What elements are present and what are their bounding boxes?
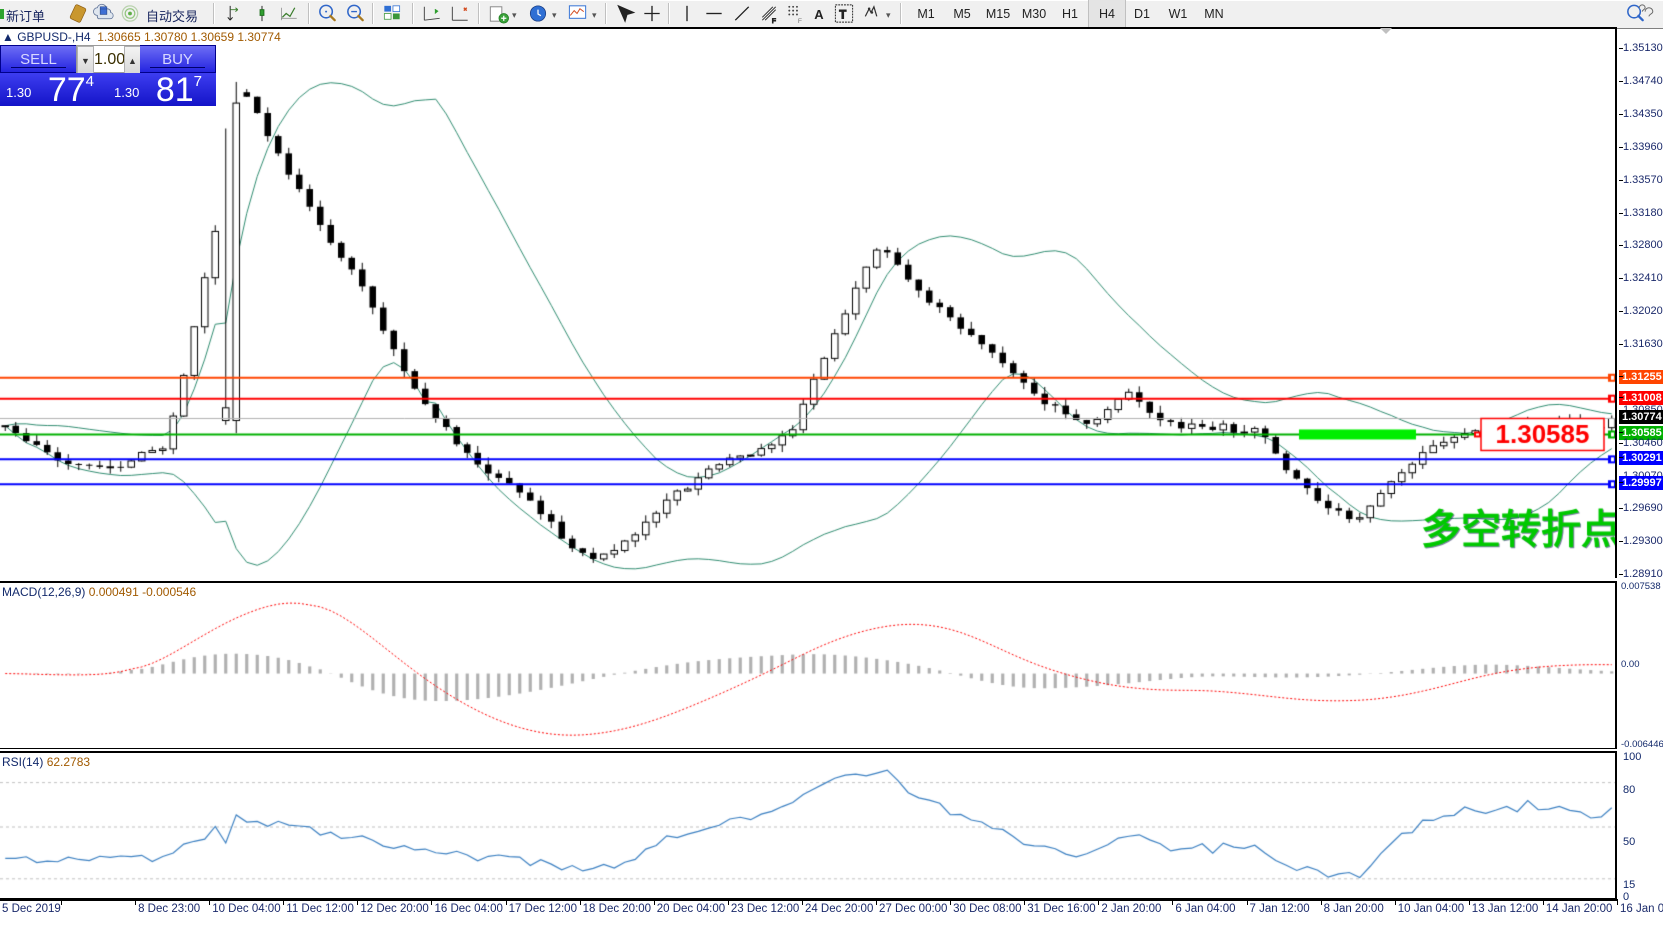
svg-text:F: F	[772, 18, 776, 25]
svg-text:T: T	[839, 9, 846, 21]
svg-text:F: F	[798, 18, 802, 25]
